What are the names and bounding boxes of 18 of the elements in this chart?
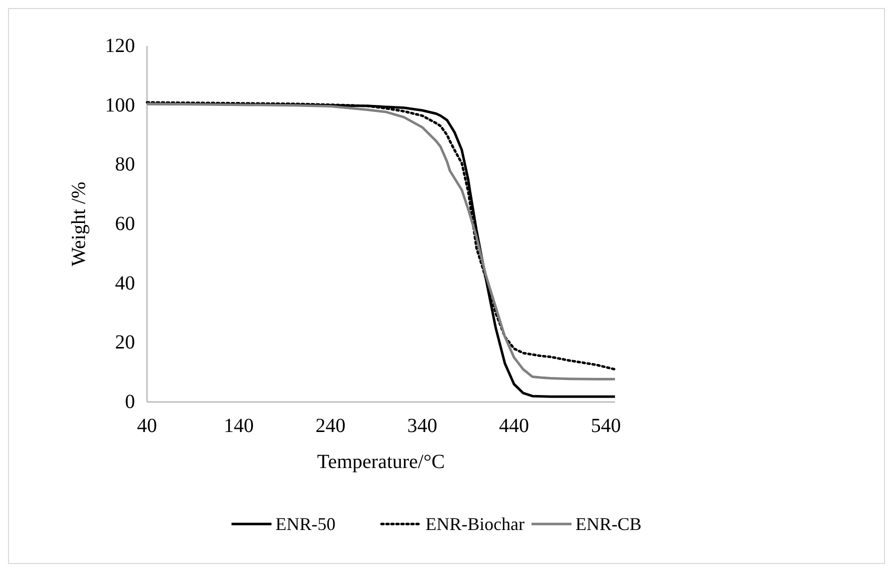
x-tick-label: 540: [590, 415, 621, 437]
y-tick-label: 20: [115, 332, 135, 354]
x-axis-title: Temperature/°C: [317, 451, 445, 473]
legend-label: ENR-CB: [576, 514, 642, 534]
y-axis-title: Weight /%: [68, 182, 90, 266]
x-tick-label: 240: [316, 415, 346, 437]
y-tick-label: 60: [115, 213, 135, 235]
legend-label: ENR-Biochar: [426, 514, 524, 534]
y-tick-label: 80: [115, 154, 135, 176]
y-tick-label: 0: [125, 391, 135, 413]
legend-label: ENR-50: [276, 514, 336, 534]
x-tick-label: 140: [224, 415, 254, 437]
x-tick-label: 440: [499, 415, 530, 437]
y-tick-label: 120: [105, 35, 135, 57]
x-tick-label: 40: [137, 415, 157, 437]
x-tick-label: 340: [407, 415, 438, 437]
y-tick-label: 100: [105, 94, 135, 116]
y-tick-label: 40: [115, 272, 135, 294]
